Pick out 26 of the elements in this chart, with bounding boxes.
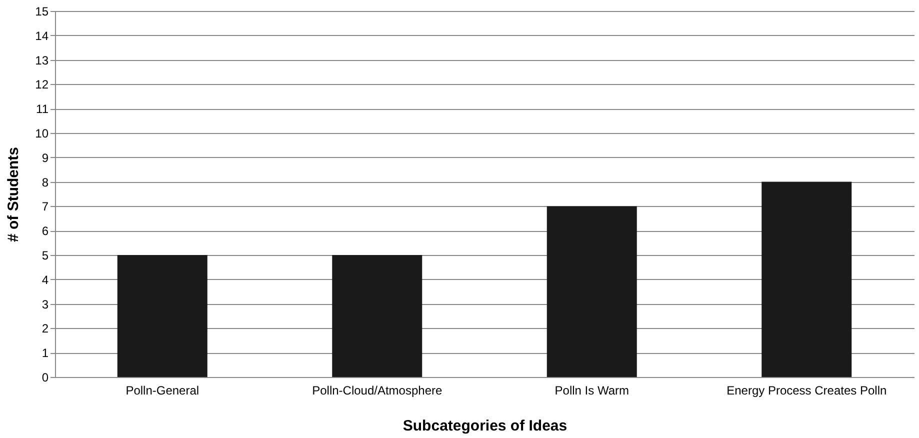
bar [332, 255, 422, 377]
x-axis-title: Subcategories of Ideas [402, 418, 568, 434]
y-tick-label: 4 [42, 272, 49, 287]
y-tick-label: 11 [36, 102, 49, 116]
y-tick-label: 7 [42, 200, 49, 214]
x-tick-label: Polln-General [126, 384, 200, 398]
y-tick-label: 13 [35, 53, 49, 68]
y-tick-label: 10 [35, 126, 49, 140]
y-tick-label: 8 [42, 175, 49, 190]
y-tick-label: 12 [35, 78, 49, 92]
y-tick-label: 14 [35, 28, 49, 43]
y-tick-label: 9 [42, 150, 49, 165]
y-tick-label: 15 [35, 4, 49, 18]
y-tick-label: 5 [42, 248, 49, 262]
bar [117, 255, 208, 377]
x-tick-label: Polln-Cloud/Atmosphere [312, 384, 442, 398]
y-tick-label: 0 [42, 370, 49, 384]
y-tick-label: 1 [42, 346, 49, 360]
x-tick-label: Polln Is Warm [554, 384, 629, 398]
bar [546, 206, 637, 377]
y-tick-label: 2 [42, 322, 49, 336]
bar [762, 182, 852, 377]
x-tick-label: Energy Process Creates Polln [726, 384, 887, 398]
y-tick-label: 6 [42, 224, 49, 238]
y-tick-label: 3 [42, 297, 49, 312]
y-axis-title: # of Students [5, 146, 22, 242]
